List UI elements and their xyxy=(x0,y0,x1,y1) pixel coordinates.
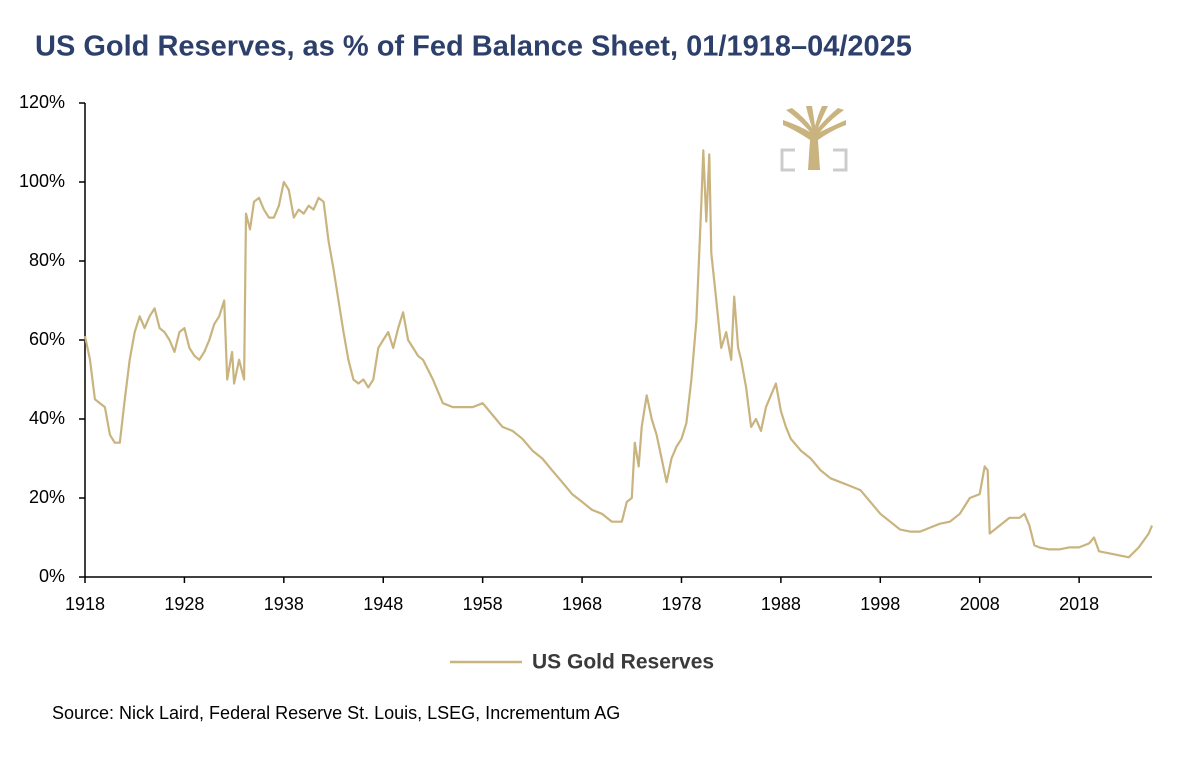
legend-label: US Gold Reserves xyxy=(532,651,714,674)
y-tick-label: 20% xyxy=(29,487,65,507)
data-line xyxy=(83,149,1154,559)
x-tick-label: 2008 xyxy=(960,594,1000,614)
x-tick-label: 1918 xyxy=(65,594,105,614)
y-tick-label: 60% xyxy=(29,329,65,349)
source-note: Source: Nick Laird, Federal Reserve St. … xyxy=(52,703,620,723)
x-tick-label: 1998 xyxy=(860,594,900,614)
y-tick-label: 100% xyxy=(19,171,65,191)
x-tick-label: 1948 xyxy=(363,594,403,614)
y-tick-label: 0% xyxy=(39,566,65,586)
x-tick-label: 1988 xyxy=(761,594,801,614)
logo xyxy=(780,106,848,172)
y-tick-label: 80% xyxy=(29,250,65,270)
chart-title: US Gold Reserves, as % of Fed Balance Sh… xyxy=(35,31,912,63)
x-tick-label: 1968 xyxy=(562,594,602,614)
x-tick-label: 1958 xyxy=(463,594,503,614)
x-tick-label: 1928 xyxy=(164,594,204,614)
x-tick-label: 1938 xyxy=(264,594,304,614)
y-tick-label: 120% xyxy=(19,92,65,112)
x-tick-label: 2018 xyxy=(1059,594,1099,614)
y-tick-label: 40% xyxy=(29,408,65,428)
x-tick-label: 1978 xyxy=(661,594,701,614)
